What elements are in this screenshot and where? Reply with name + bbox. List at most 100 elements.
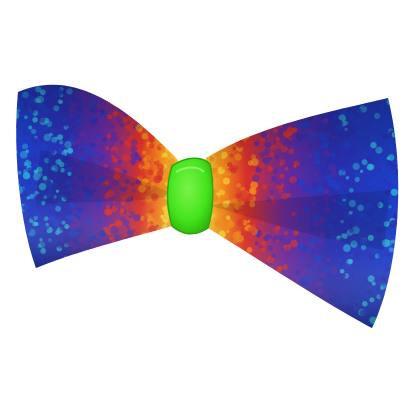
texture-speckle bbox=[114, 241, 123, 249]
texture-speckle bbox=[243, 106, 252, 114]
texture-speckle bbox=[98, 259, 103, 263]
texture-speckle bbox=[236, 116, 245, 125]
texture-speckle bbox=[404, 254, 412, 262]
texture-speckle bbox=[158, 127, 162, 132]
texture-speckle bbox=[94, 252, 101, 259]
texture-speckle bbox=[39, 76, 45, 82]
texture-speckle bbox=[210, 257, 219, 265]
texture-speckle bbox=[216, 331, 223, 338]
texture-speckle bbox=[166, 232, 171, 236]
texture-speckle bbox=[307, 110, 311, 115]
texture-speckle bbox=[117, 250, 126, 258]
texture-speckle bbox=[270, 91, 277, 98]
texture-speckle bbox=[23, 257, 30, 265]
texture-speckle bbox=[10, 146, 14, 150]
texture-speckle bbox=[54, 264, 61, 269]
texture-speckle bbox=[175, 256, 181, 264]
texture-speckle bbox=[172, 128, 180, 136]
texture-speckle bbox=[402, 181, 409, 188]
texture-speckle bbox=[230, 114, 235, 118]
texture-speckle bbox=[203, 304, 209, 312]
knot-band bbox=[166, 157, 214, 235]
texture-speckle bbox=[217, 242, 224, 249]
texture-speckle bbox=[375, 98, 383, 100]
texture-speckle bbox=[151, 248, 156, 253]
texture-speckle bbox=[290, 287, 298, 295]
texture-speckle bbox=[65, 258, 71, 263]
texture-speckle bbox=[148, 128, 153, 133]
texture-speckle bbox=[278, 116, 284, 122]
texture-speckle bbox=[395, 274, 399, 278]
texture-speckle bbox=[275, 87, 283, 95]
knot-highlight bbox=[175, 166, 205, 173]
texture-speckle bbox=[404, 235, 410, 241]
texture-speckle bbox=[258, 307, 263, 312]
bow-knot bbox=[166, 157, 214, 235]
texture-speckle bbox=[63, 70, 67, 74]
texture-speckle bbox=[212, 91, 219, 98]
texture-speckle bbox=[114, 272, 120, 278]
texture-speckle bbox=[223, 257, 231, 266]
texture-speckle bbox=[396, 301, 399, 307]
texture-speckle bbox=[204, 286, 209, 291]
texture-speckle bbox=[160, 236, 166, 242]
texture-speckle bbox=[87, 86, 92, 91]
texture-speckle bbox=[269, 89, 276, 96]
texture-speckle bbox=[82, 266, 91, 269]
texture-speckle bbox=[336, 102, 343, 109]
texture-speckle bbox=[209, 263, 217, 271]
texture-speckle bbox=[403, 87, 410, 94]
texture-speckle bbox=[60, 269, 66, 275]
texture-speckle bbox=[273, 108, 281, 116]
texture-speckle bbox=[176, 96, 181, 104]
texture-speckle bbox=[64, 67, 71, 74]
texture-speckle bbox=[401, 91, 407, 97]
texture-speckle bbox=[394, 309, 399, 318]
texture-speckle bbox=[94, 78, 99, 83]
texture-speckle bbox=[217, 107, 223, 113]
texture-speckle bbox=[136, 90, 144, 98]
texture-speckle bbox=[227, 89, 231, 93]
texture-speckle bbox=[103, 249, 108, 255]
texture-speckle bbox=[258, 292, 263, 297]
texture-speckle bbox=[83, 76, 87, 80]
texture-speckle bbox=[269, 120, 276, 127]
texture-speckle bbox=[101, 71, 107, 77]
texture-speckle bbox=[405, 180, 410, 185]
texture-speckle bbox=[215, 98, 223, 100]
texture-speckle bbox=[404, 126, 410, 132]
texture-speckle bbox=[216, 326, 221, 328]
texture-speckle bbox=[22, 84, 27, 86]
texture-speckle bbox=[261, 315, 270, 323]
texture-speckle bbox=[256, 318, 264, 325]
texture-speckle bbox=[217, 137, 222, 142]
texture-speckle bbox=[136, 108, 143, 115]
texture-speckle bbox=[16, 212, 22, 220]
texture-speckle bbox=[163, 241, 171, 248]
texture-speckle bbox=[343, 90, 348, 95]
texture-speckle bbox=[205, 106, 210, 111]
texture-speckle bbox=[326, 309, 333, 316]
texture-speckle bbox=[238, 113, 244, 119]
texture-speckle bbox=[405, 146, 409, 150]
texture-speckle bbox=[169, 257, 176, 265]
texture-speckle bbox=[55, 270, 59, 274]
texture-speckle bbox=[59, 261, 66, 268]
texture-speckle bbox=[25, 265, 32, 269]
texture-speckle bbox=[389, 286, 394, 291]
texture-speckle bbox=[394, 98, 399, 100]
texture-speckle bbox=[55, 267, 64, 269]
texture-speckle bbox=[231, 306, 237, 311]
texture-speckle bbox=[257, 114, 266, 123]
texture-speckle bbox=[208, 144, 216, 153]
texture-speckle bbox=[211, 292, 216, 297]
texture-speckle bbox=[118, 93, 123, 98]
texture-speckle bbox=[402, 213, 410, 221]
texture-speckle bbox=[114, 86, 120, 92]
texture-speckle bbox=[174, 247, 181, 253]
texture-speckle bbox=[270, 304, 278, 312]
texture-speckle bbox=[154, 74, 159, 79]
texture-speckle bbox=[208, 122, 212, 126]
texture-speckle bbox=[8, 166, 13, 171]
texture-speckle bbox=[226, 320, 233, 327]
